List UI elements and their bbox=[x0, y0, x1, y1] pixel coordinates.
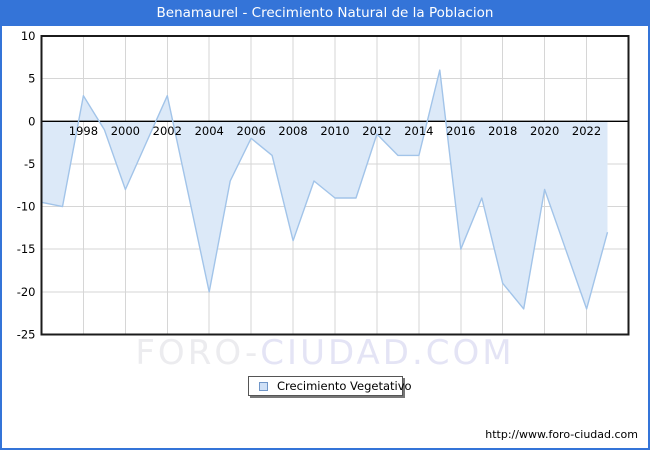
svg-text:2000: 2000 bbox=[111, 124, 140, 138]
svg-text:10: 10 bbox=[21, 29, 36, 43]
legend-swatch-icon bbox=[259, 381, 268, 391]
svg-text:1998: 1998 bbox=[69, 124, 98, 138]
watermark-part2: CIUDAD.COM bbox=[260, 333, 515, 373]
svg-text:2004: 2004 bbox=[195, 124, 224, 138]
svg-text:-20: -20 bbox=[17, 285, 36, 299]
svg-text:5: 5 bbox=[28, 72, 35, 86]
chart-area: FORO-CIUDAD.COM 1998 2000 2002 2004 2006 2008… bbox=[2, 26, 648, 448]
svg-text:2018: 2018 bbox=[488, 124, 517, 138]
svg-text:-25: -25 bbox=[17, 328, 36, 342]
svg-text:2016: 2016 bbox=[446, 124, 475, 138]
svg-text:-5: -5 bbox=[24, 157, 35, 171]
svg-text:2014: 2014 bbox=[404, 124, 433, 138]
svg-text:2006: 2006 bbox=[237, 124, 266, 138]
svg-text:2010: 2010 bbox=[320, 124, 349, 138]
legend: Crecimiento Vegetativo bbox=[248, 376, 412, 396]
legend-label: Crecimiento Vegetativo bbox=[277, 379, 412, 393]
watermark: FORO-CIUDAD.COM bbox=[2, 333, 648, 373]
svg-text:0: 0 bbox=[28, 114, 35, 128]
svg-text:2008: 2008 bbox=[278, 124, 307, 138]
svg-text:-15: -15 bbox=[17, 242, 36, 256]
svg-text:2022: 2022 bbox=[572, 124, 601, 138]
svg-text:-10: -10 bbox=[17, 200, 36, 214]
svg-text:2020: 2020 bbox=[530, 124, 559, 138]
watermark-part1: FORO- bbox=[135, 333, 261, 373]
svg-text:2012: 2012 bbox=[362, 124, 391, 138]
chart-title: Benamaurel - Crecimiento Natural de la P… bbox=[156, 5, 494, 21]
chart-canvas: 1998 2000 2002 2004 2006 2008 2010 2012 2014 2016… bbox=[17, 29, 630, 342]
footer-url: http://www.foro-ciudad.com bbox=[485, 428, 638, 441]
svg-text:2002: 2002 bbox=[153, 124, 182, 138]
